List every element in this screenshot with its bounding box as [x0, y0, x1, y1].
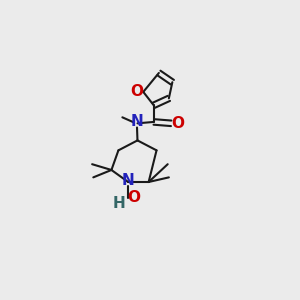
Text: N: N	[122, 172, 135, 188]
Text: O: O	[130, 84, 143, 99]
Text: O: O	[172, 116, 185, 131]
Text: O: O	[127, 190, 140, 205]
Text: H: H	[112, 196, 125, 211]
Text: N: N	[130, 114, 143, 129]
